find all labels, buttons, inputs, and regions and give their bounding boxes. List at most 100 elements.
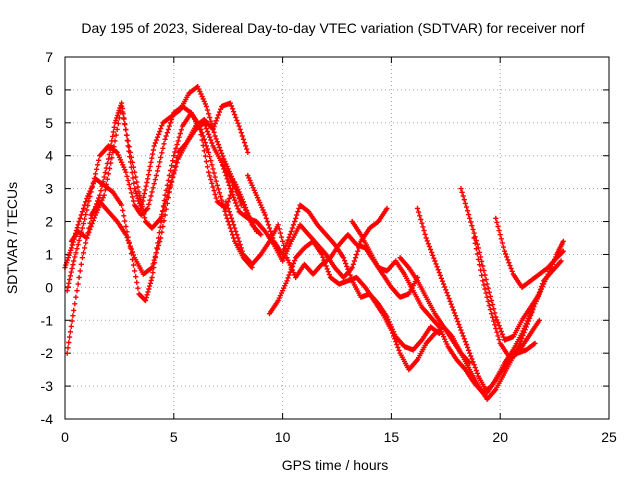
data-point — [458, 186, 464, 192]
data-point — [280, 251, 286, 258]
data-point — [66, 280, 72, 286]
data-point — [138, 200, 144, 206]
data-point — [120, 207, 126, 213]
data-point — [243, 143, 249, 149]
data-point — [431, 255, 437, 261]
data-point — [468, 219, 474, 225]
data-point — [287, 269, 293, 275]
data-point — [351, 258, 357, 264]
data-point — [455, 318, 461, 325]
data-point — [87, 226, 93, 232]
data-point — [101, 192, 107, 198]
data-point — [257, 200, 263, 206]
data-point — [535, 292, 541, 298]
data-point — [153, 137, 159, 143]
data-point — [225, 205, 231, 211]
data-point — [203, 126, 209, 132]
data-point — [80, 205, 87, 211]
data-point — [521, 330, 527, 336]
data-point — [484, 281, 490, 287]
data-point — [223, 212, 229, 218]
data-point — [139, 204, 145, 210]
data-point — [504, 254, 510, 260]
grid-lines — [65, 57, 609, 419]
data-point — [137, 193, 143, 199]
data-point — [171, 153, 177, 159]
data-point — [233, 114, 239, 121]
data-point — [496, 323, 502, 329]
data-point — [112, 138, 118, 144]
data-point — [169, 179, 175, 185]
data-point — [163, 133, 169, 139]
data-point — [470, 359, 476, 365]
data-point — [445, 293, 451, 299]
data-point — [532, 340, 538, 346]
data-point — [483, 276, 489, 283]
data-point — [288, 228, 294, 234]
data-point — [132, 188, 138, 194]
data-point — [476, 262, 483, 268]
data-point — [138, 196, 144, 202]
data-point — [340, 255, 347, 261]
data-point — [287, 231, 293, 237]
data-point — [533, 298, 539, 304]
data-point — [158, 235, 164, 241]
data-point — [111, 144, 117, 150]
data-point — [77, 215, 83, 221]
data-point — [214, 139, 220, 145]
data-point — [486, 289, 492, 295]
data-point — [269, 232, 275, 238]
data-point — [289, 225, 295, 231]
data-point — [482, 286, 488, 292]
data-point — [96, 195, 102, 201]
data-point — [244, 146, 250, 152]
data-point — [532, 301, 538, 307]
data-point — [133, 174, 139, 180]
data-point — [474, 370, 480, 376]
data-point — [472, 240, 478, 246]
data-point — [226, 182, 232, 188]
data-point — [141, 211, 147, 217]
data-point — [241, 140, 248, 146]
data-point — [495, 333, 501, 339]
data-point — [293, 215, 299, 221]
data-point — [235, 235, 241, 241]
data-point — [130, 198, 137, 204]
data-point — [419, 220, 425, 226]
data-point — [388, 327, 394, 333]
data-point — [86, 229, 92, 235]
data-point — [113, 132, 119, 138]
data-point — [208, 158, 214, 164]
data-point — [73, 250, 79, 256]
data-point — [474, 251, 480, 257]
data-point — [214, 115, 220, 121]
data-point — [458, 327, 464, 333]
data-point — [145, 176, 151, 182]
data-point — [213, 136, 219, 142]
data-point — [488, 311, 495, 317]
data-point — [247, 177, 253, 183]
data-point — [219, 197, 225, 203]
data-point — [265, 222, 272, 228]
data-point — [166, 172, 172, 179]
data-point — [79, 209, 85, 215]
data-point — [391, 333, 397, 339]
data-point — [165, 126, 171, 132]
data-point — [324, 266, 330, 272]
data-point — [130, 175, 136, 181]
data-point — [232, 112, 238, 118]
data-point — [88, 223, 94, 230]
data-point — [465, 344, 471, 350]
plot-frame — [64, 56, 610, 420]
data-point — [462, 339, 468, 345]
data-point — [157, 239, 163, 245]
data-point — [146, 201, 152, 207]
data-point — [204, 146, 211, 152]
data-point — [80, 250, 87, 256]
data-point — [67, 273, 73, 279]
data-point — [160, 208, 166, 214]
data-point — [73, 294, 79, 300]
data-point — [130, 164, 137, 170]
data-point — [82, 245, 88, 251]
data-point — [498, 236, 504, 242]
